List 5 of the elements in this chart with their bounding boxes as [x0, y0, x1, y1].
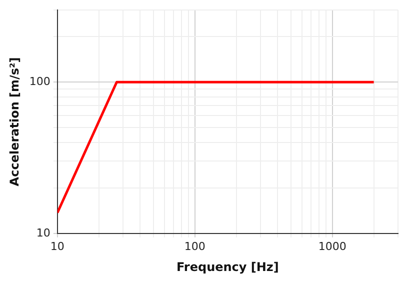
x-axis-title: Frequency [Hz] — [176, 260, 279, 274]
y-axis-title: Acceleration [m/s²] — [7, 57, 22, 186]
x-tick-label: 1000 — [318, 240, 346, 253]
x-tick-label: 100 — [184, 240, 206, 253]
x-tick-label: 10 — [50, 240, 64, 253]
